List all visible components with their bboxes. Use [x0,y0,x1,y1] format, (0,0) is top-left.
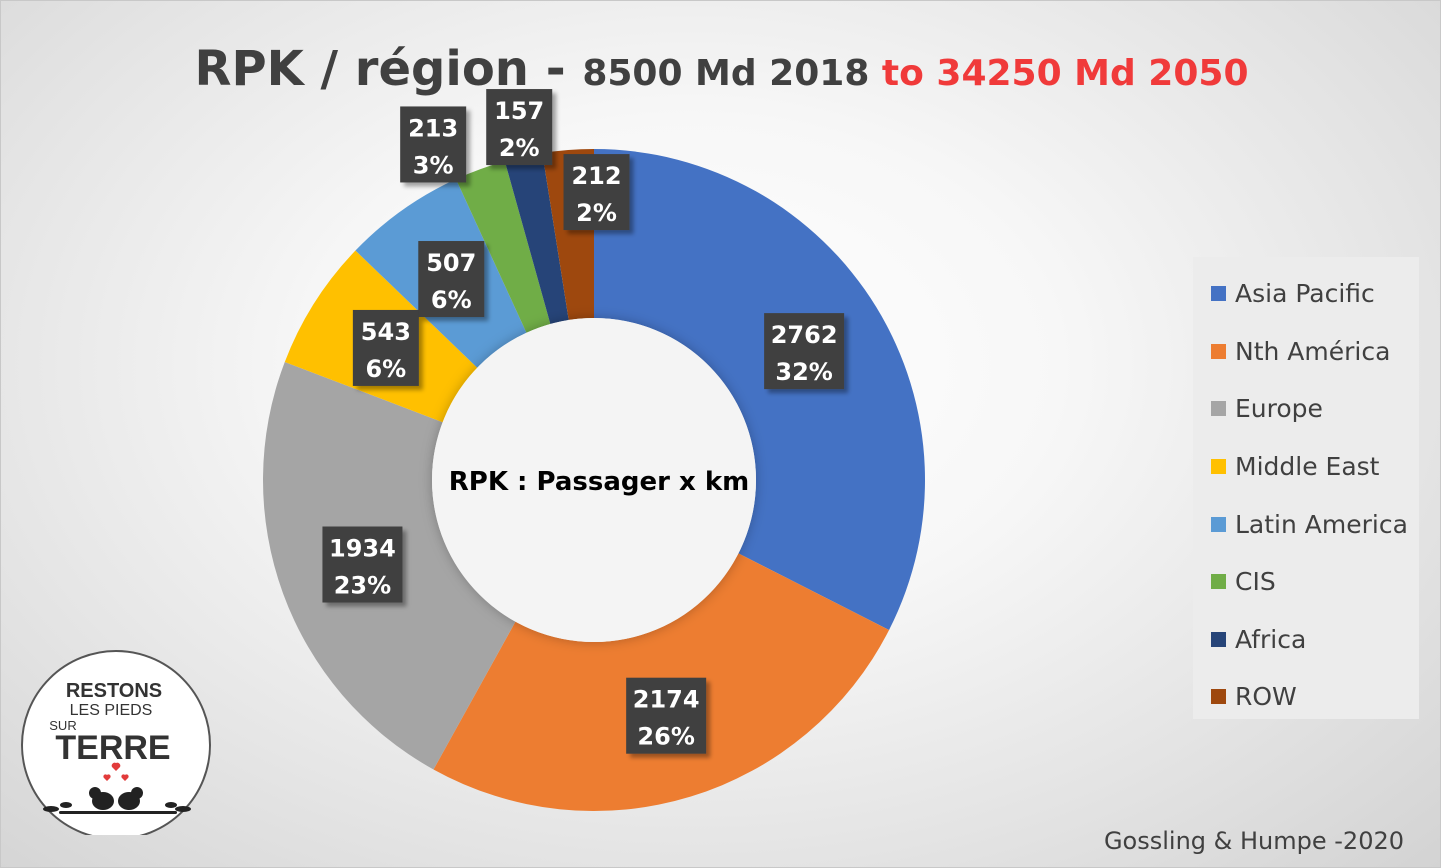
legend-item: Africa [1193,611,1419,669]
data-label-box [626,677,707,754]
legend-item: Nth América [1193,323,1419,381]
legend-swatch [1211,631,1226,647]
data-label-percent: 2% [499,134,540,162]
donut-slice-asia-pacific [594,149,925,631]
data-label-percent: 3% [413,151,454,179]
data-label-percent: 26% [637,723,694,751]
logo-line1: RESTONS [66,680,162,702]
data-label-value: 507 [426,249,476,277]
data-label-percent: 6% [431,286,472,314]
logo-line2: LES PIEDS [70,702,153,719]
legend-label: ROW [1235,682,1297,712]
data-label-value: 1934 [329,535,396,563]
data-label-box [486,89,553,166]
data-labels: 276232%217426%193423%5436%5076%2133%1572… [322,89,845,754]
data-label-value: 212 [571,162,621,190]
legend-label: Nth América [1235,336,1391,366]
data-label-percent: 32% [775,358,832,386]
data-label-box [563,154,630,231]
donut-slice-africa [504,153,569,324]
hearts-icon [103,762,129,781]
legend-label: Europe [1235,394,1323,424]
legend-label: Latin America [1235,509,1408,539]
birds-on-branch-icon [43,787,191,814]
legend-label: Africa [1235,624,1307,654]
data-label-percent: 6% [365,355,406,383]
legend-swatch [1211,286,1226,302]
chart-title: RPK / région - 8500 Md 2018 to 34250 Md … [1,41,1440,97]
donut-center-label: RPK : Passager x km [449,467,749,497]
data-label-box [418,241,485,318]
legend-item: Middle East [1193,438,1419,496]
legend-item: ROW [1193,668,1419,726]
donut-slice-cis [455,161,551,333]
legend-item: Europe [1193,380,1419,438]
legend: Asia Pacific Nth América Europe Middle East… [1193,257,1419,719]
logo-line3: SUR [49,718,76,733]
legend-swatch [1211,689,1226,705]
data-label-value: 2762 [771,321,838,349]
logo: RESTONS LES PIEDS SUR TERRE [21,650,211,835]
title-highlight: to 34250 Md 2050 [881,53,1249,94]
logo-line4: TERRE [55,729,170,767]
legend-item: Asia Pacific [1193,265,1419,323]
title-main: RPK / région - [194,41,583,97]
source-credit: Gossling & Humpe -2020 [1103,827,1404,855]
data-label: 1934 23% [322,526,403,603]
data-label: 2762 32% [764,313,845,390]
legend-label: Middle East [1235,452,1380,482]
data-label-percent: 23% [334,572,391,600]
data-label-value: 213 [408,114,458,142]
data-label: 2174 26% [626,677,707,754]
title-sub: 8500 Md 2018 [582,53,882,94]
legend-item: Latin America [1193,495,1419,553]
legend-swatch [1211,516,1226,532]
data-label-value: 543 [361,318,411,346]
legend-swatch [1211,401,1226,417]
data-label-value: 2174 [633,686,700,714]
donut-hole [432,318,756,642]
legend-label: Asia Pacific [1235,279,1375,309]
data-label-box [400,106,467,183]
data-label-value: 157 [494,97,544,125]
legend-item: CIS [1193,553,1419,611]
data-label-box [322,526,403,603]
data-label-box [352,309,419,386]
legend-swatch [1211,343,1226,359]
data-label-box [764,313,845,390]
legend-swatch [1211,459,1226,475]
legend-swatch [1211,574,1226,590]
legend-label: CIS [1235,567,1276,597]
logo-circle [21,650,211,835]
data-label-percent: 2% [576,199,617,227]
